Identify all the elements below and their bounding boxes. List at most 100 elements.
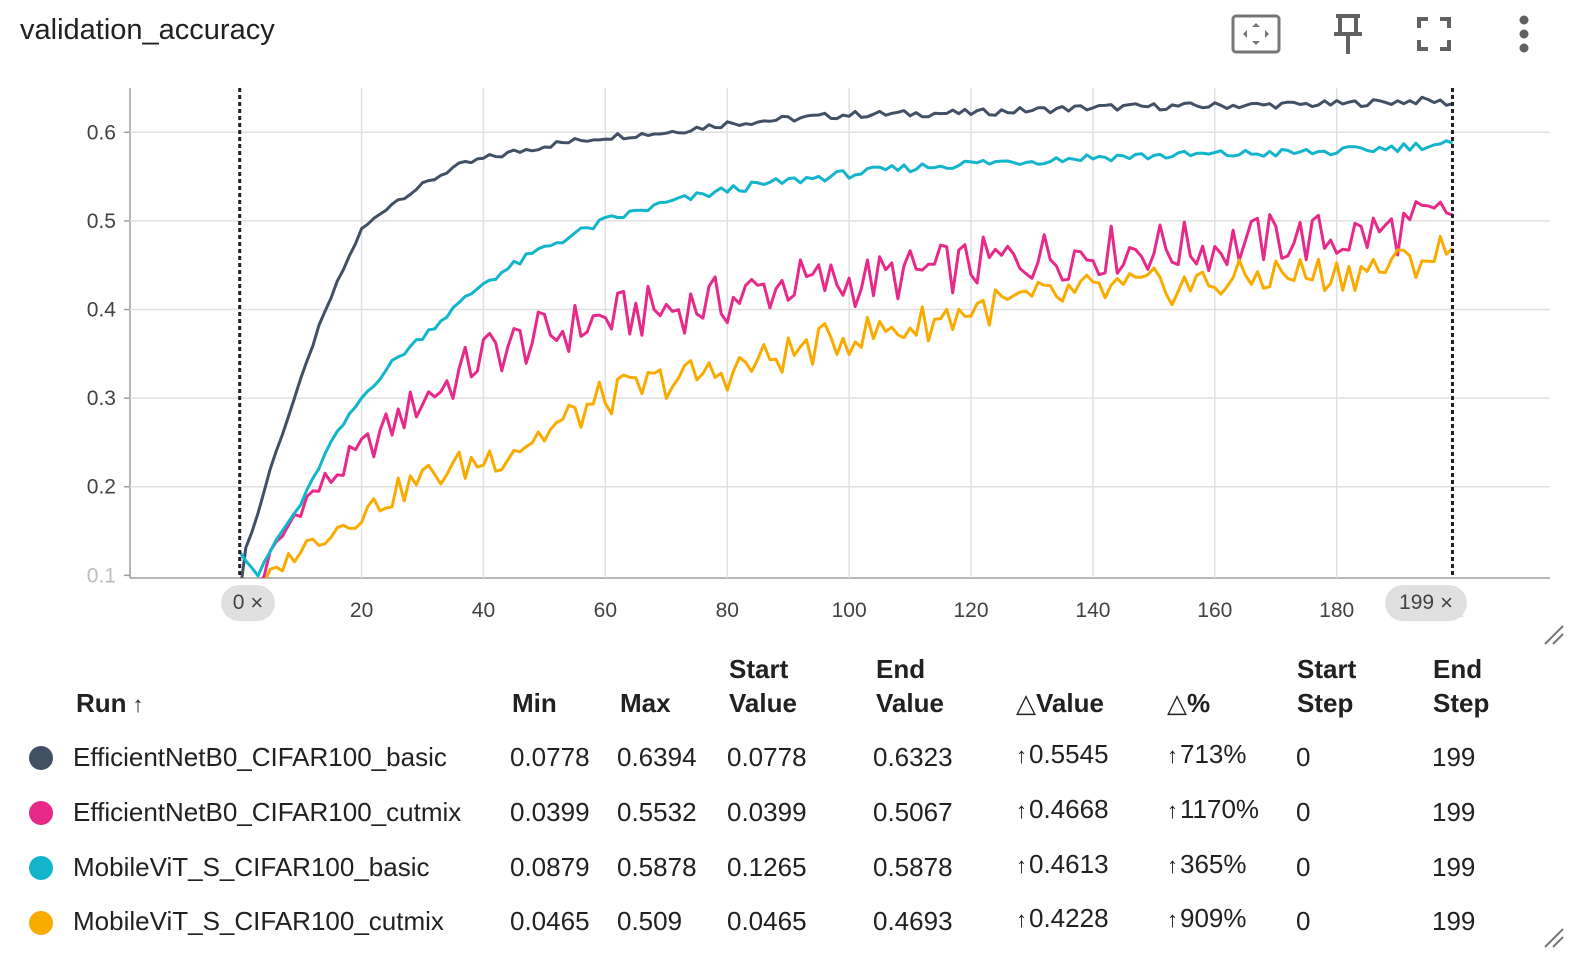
- pin-icon: [1334, 14, 1362, 54]
- fit-domain-button[interactable]: [1231, 12, 1281, 56]
- resize-handle-icon[interactable]: [1541, 622, 1567, 648]
- min-value: 0.0399: [510, 797, 590, 827]
- start-step: 0: [1296, 797, 1311, 827]
- start-step: 0: [1296, 906, 1311, 936]
- delta-value: ↑0.5545: [1016, 739, 1109, 769]
- max-value: 0.509: [617, 906, 683, 936]
- end-value: 0.4693: [873, 906, 953, 936]
- close-icon[interactable]: ×: [250, 590, 264, 615]
- up-arrow-icon: ↑: [1167, 853, 1178, 878]
- col-header-run[interactable]: Run ↑: [76, 688, 144, 718]
- col-header-end-step[interactable]: End Step: [1433, 654, 1490, 718]
- start-value: 0.1265: [727, 852, 807, 882]
- run-name: EfficientNetB0_CIFAR100_basic: [73, 742, 447, 772]
- start-value: 0.0399: [727, 797, 807, 827]
- end-step: 199: [1432, 797, 1476, 827]
- col-header-start-step[interactable]: Start Step: [1297, 654, 1357, 718]
- delta-pct: ↑1170%: [1167, 794, 1260, 824]
- more-options-button[interactable]: [1499, 12, 1549, 56]
- start-step: 0: [1296, 742, 1311, 772]
- run-name: MobileViT_S_CIFAR100_basic: [73, 852, 430, 882]
- end-step: 199: [1432, 742, 1476, 772]
- start-value: 0.0778: [727, 742, 807, 772]
- x-tick-label: 20: [350, 599, 373, 622]
- up-arrow-icon: ↑: [1016, 798, 1027, 823]
- pin-button[interactable]: [1323, 12, 1373, 56]
- up-arrow-icon: ↑: [1167, 907, 1178, 932]
- fullscreen-button[interactable]: [1409, 12, 1459, 56]
- up-arrow-icon: ↑: [1167, 743, 1178, 768]
- up-arrow-icon: ↑: [1167, 798, 1178, 823]
- max-value: 0.5532: [617, 797, 697, 827]
- delta-value: ↑0.4668: [1016, 794, 1109, 824]
- more-vert-icon: [1519, 15, 1529, 53]
- run-color-swatch: [29, 746, 53, 770]
- max-value: 0.5878: [617, 852, 697, 882]
- close-icon[interactable]: ×: [1440, 590, 1453, 615]
- col-header-max[interactable]: Max: [620, 688, 671, 718]
- fullscreen-icon: [1417, 17, 1451, 51]
- y-tick-label: 0.6: [87, 121, 116, 144]
- axis-ticks: 0.1 0.2 0.3 0.4 0.5 0.6 0 20 40 60 80 100 120 140 160 1…: [87, 121, 1465, 622]
- x-tick-label: 140: [1075, 599, 1110, 622]
- end-value: 0.5067: [873, 797, 953, 827]
- run-color-swatch: [29, 856, 53, 880]
- series-line-EfficientNetB0_CIFAR100_cutmix: [261, 200, 1454, 578]
- step-end-value: 199: [1399, 591, 1435, 614]
- end-step: 199: [1432, 906, 1476, 936]
- run-color-swatch: [29, 911, 53, 935]
- resize-handle-icon[interactable]: [1541, 925, 1567, 951]
- min-value: 0.0879: [510, 852, 590, 882]
- col-header-end-value[interactable]: End Value: [876, 654, 944, 718]
- y-tick-label: 0.5: [87, 210, 116, 233]
- delta-pct: ↑909%: [1167, 903, 1247, 933]
- y-tick-label: 0.2: [87, 476, 116, 499]
- series-line-MobileViT_S_CIFAR100_basic: [238, 139, 1454, 578]
- up-arrow-icon: ↑: [1016, 907, 1027, 932]
- start-value: 0.0465: [727, 906, 807, 936]
- step-end-chip[interactable]: 199 ×: [1385, 585, 1467, 621]
- series-line-EfficientNetB0_CIFAR100_basic: [240, 95, 1453, 578]
- sort-arrow-icon: ↑: [132, 692, 144, 717]
- end-step: 199: [1432, 852, 1476, 882]
- col-header-delta-pct[interactable]: △%: [1167, 688, 1211, 718]
- line-chart[interactable]: 0.1 0.2 0.3 0.4 0.5 0.6 0 20 40 60 80 100 120 140 160 1…: [0, 70, 1571, 630]
- delta-value: ↑0.4228: [1016, 903, 1109, 933]
- step-start-chip[interactable]: 0 ×: [221, 585, 275, 621]
- x-tick-label: 100: [832, 599, 867, 622]
- end-value: 0.5878: [873, 852, 953, 882]
- card-title: validation_accuracy: [20, 14, 275, 46]
- card-toolbar: [1231, 12, 1571, 56]
- delta-value: ↑0.4613: [1016, 849, 1109, 879]
- run-name: EfficientNetB0_CIFAR100_cutmix: [73, 797, 462, 827]
- fit-domain-icon: [1231, 14, 1281, 54]
- series-line-MobileViT_S_CIFAR100_cutmix: [264, 234, 1454, 578]
- x-tick-label: 80: [716, 599, 739, 622]
- delta-pct: ↑365%: [1167, 849, 1247, 879]
- y-tick-label: 0.3: [87, 387, 116, 410]
- step-range-markers[interactable]: [238, 88, 1454, 578]
- run-name: MobileViT_S_CIFAR100_cutmix: [73, 906, 444, 936]
- y-tick-label: 0.1: [87, 564, 116, 587]
- x-tick-label: 120: [954, 599, 989, 622]
- up-arrow-icon: ↑: [1016, 853, 1027, 878]
- min-value: 0.0778: [510, 742, 590, 772]
- min-value: 0.0465: [510, 906, 590, 936]
- grid: [124, 88, 1550, 579]
- step-start-value: 0: [232, 591, 245, 614]
- col-header-min[interactable]: Min: [512, 688, 557, 718]
- y-tick-label: 0.4: [87, 299, 117, 322]
- col-header-delta-value[interactable]: △Value: [1016, 688, 1104, 718]
- x-tick-label: 180: [1319, 599, 1354, 622]
- x-tick-label: 40: [472, 599, 495, 622]
- delta-pct: ↑713%: [1167, 739, 1247, 769]
- run-color-swatch: [29, 801, 53, 825]
- end-value: 0.6323: [873, 742, 953, 772]
- x-tick-label: 60: [594, 599, 617, 622]
- x-tick-label: 160: [1197, 599, 1232, 622]
- start-step: 0: [1296, 852, 1311, 882]
- series-lines: [238, 95, 1454, 578]
- max-value: 0.6394: [617, 742, 697, 772]
- up-arrow-icon: ↑: [1016, 743, 1027, 768]
- col-header-start-value[interactable]: Start Value: [729, 654, 797, 718]
